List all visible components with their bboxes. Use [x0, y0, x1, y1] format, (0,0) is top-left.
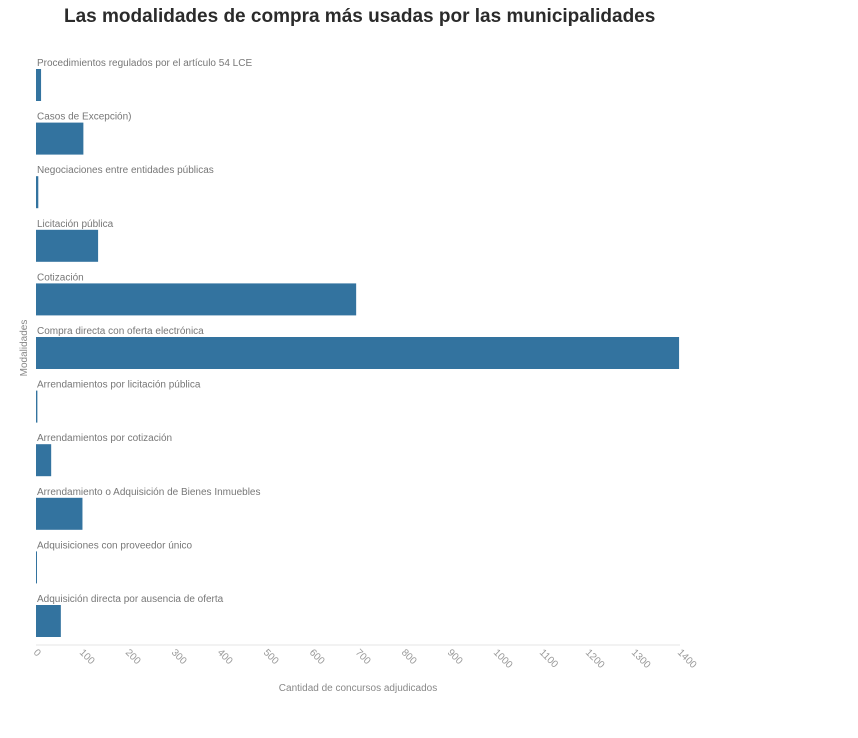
- chart-title: Las modalidades de compra más usadas por…: [64, 6, 656, 27]
- category-label: Casos de Excepción): [37, 112, 132, 123]
- category-label: Arrendamientos por cotización: [37, 433, 172, 444]
- category-labels: Procedimientos regulados por el artículo…: [37, 58, 260, 605]
- x-tick-label: 700: [353, 647, 373, 667]
- x-tick-label: 200: [123, 647, 143, 667]
- x-tick-label: 900: [445, 647, 465, 667]
- bars-group: [36, 69, 680, 637]
- bar[interactable]: [36, 390, 38, 423]
- x-tick-label: 1300: [629, 647, 653, 671]
- x-tick-label: 800: [399, 647, 419, 667]
- bar[interactable]: [36, 497, 83, 530]
- x-tick-label: 1400: [675, 647, 699, 671]
- category-label: Licitación pública: [37, 219, 114, 230]
- x-tick-label: 400: [215, 647, 235, 667]
- bar[interactable]: [36, 444, 52, 477]
- category-label: Procedimientos regulados por el artículo…: [37, 58, 252, 69]
- bar[interactable]: [36, 337, 680, 369]
- y-axis-title: Modalidades: [19, 320, 30, 377]
- bar[interactable]: [36, 283, 357, 316]
- bar[interactable]: [36, 605, 61, 637]
- bar[interactable]: [36, 176, 39, 209]
- x-tick-label: 1200: [583, 647, 607, 671]
- x-tick-label: 1100: [537, 647, 560, 670]
- x-tick-label: 1000: [491, 647, 515, 671]
- category-label: Compra directa con oferta electrónica: [37, 326, 204, 337]
- bar[interactable]: [36, 122, 84, 155]
- x-tick-label: 600: [307, 647, 327, 667]
- x-tick-label: 100: [77, 647, 97, 667]
- x-tick-label: 0: [31, 647, 43, 659]
- category-label: Negociaciones entre entidades públicas: [37, 165, 214, 176]
- category-label: Adquisición directa por ausencia de ofer…: [37, 594, 224, 605]
- bar[interactable]: [36, 551, 37, 584]
- category-label: Arrendamientos por licitación pública: [37, 380, 201, 391]
- x-tick-label: 500: [261, 647, 281, 667]
- category-label: Arrendamiento o Adquisición de Bienes In…: [37, 487, 260, 498]
- category-label: Adquisiciones con proveedor único: [37, 540, 193, 551]
- category-label: Cotización: [37, 272, 84, 283]
- x-tick-label: 300: [169, 647, 189, 667]
- x-axis-title: Cantidad de concursos adjudicados: [279, 683, 437, 694]
- bar[interactable]: [36, 69, 42, 101]
- x-axis-ticks: 0 100 200 300 400 500 600 700 800 900 1000 1100 1200…: [31, 647, 699, 671]
- bar[interactable]: [36, 229, 99, 262]
